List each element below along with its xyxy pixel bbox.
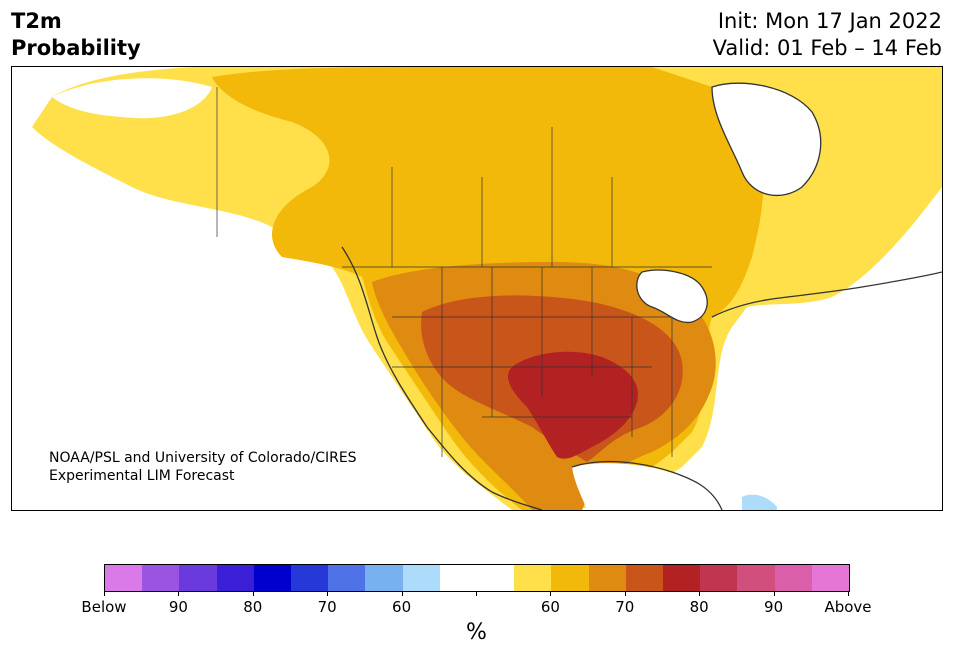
colorbar-tick-label: 90 [764, 598, 784, 616]
colorbar-tick [104, 591, 105, 596]
alaska-region [52, 78, 212, 119]
colorbar-segment [291, 565, 329, 591]
credit-line-1: NOAA/PSL and University of Colorado/CIRE… [49, 450, 357, 466]
colorbar-segment [737, 565, 775, 591]
map-canvas [32, 67, 942, 510]
colorbar-segment [439, 565, 478, 591]
political-borders [216, 87, 712, 457]
colorbar-tick-label: 60 [392, 598, 412, 616]
colorbar-tick [178, 591, 180, 596]
colorbar-tick [848, 591, 849, 596]
great-lakes [636, 270, 708, 323]
colorbar-tick-label: 70 [615, 598, 635, 616]
colorbar-segment [328, 565, 366, 591]
colorbar-ticks: Below 90 80 70 60 60 70 80 90 Above [81, 591, 872, 621]
colorbar-segment [514, 565, 552, 591]
title-quantity: Probability [11, 36, 141, 60]
colorbar-tick [624, 591, 626, 596]
colorbar-tick [476, 591, 477, 596]
colorbar-segment [477, 565, 515, 591]
colorbar-segment [142, 565, 180, 591]
colorbar-segment [365, 565, 403, 591]
colorbar-tick [327, 591, 329, 596]
colorbar-tick [773, 591, 775, 596]
gulf-of-mexico [572, 463, 712, 510]
init-date: Init: Mon 17 Jan 2022 [717, 9, 942, 33]
colorbar-segment [179, 565, 217, 591]
colorbar-segment [774, 565, 812, 591]
colorbar-tick-label: 70 [317, 598, 337, 616]
hudson-bay [712, 83, 821, 196]
colorbar-segment [216, 565, 254, 591]
title-variable: T2m [11, 9, 62, 33]
colorbar-tick-label: Below [81, 598, 127, 616]
colorbar-tick-label: 80 [243, 598, 263, 616]
prob-band-70 [507, 351, 638, 459]
colorbar-segment [700, 565, 738, 591]
colorbar-segment [625, 565, 664, 591]
colorbar [104, 564, 850, 592]
colorbar-tick-label: 80 [689, 598, 709, 616]
colorbar-tick [401, 591, 403, 596]
colorbar-tick [699, 591, 701, 596]
prob-below-patch [742, 494, 777, 510]
colorbar-tick-label: Above [824, 598, 872, 616]
colorbar-segment [402, 565, 440, 591]
credit-text: NOAA/PSL and University of Colorado/CIRE… [49, 449, 357, 485]
colorbar-segment [663, 565, 701, 591]
coastlines [341, 82, 942, 510]
colorbar-tick-label: 60 [540, 598, 560, 616]
credit-line-2: Experimental LIM Forecast [49, 468, 235, 484]
forecast-map: NOAA/PSL and University of Colorado/CIRE… [11, 66, 943, 511]
colorbar-segment [551, 565, 589, 591]
colorbar-segment [105, 565, 143, 591]
valid-period: Valid: 01 Feb – 14 Feb [712, 36, 942, 60]
colorbar-segment [588, 565, 626, 591]
colorbar-tick-label: 90 [168, 598, 188, 616]
colorbar-segment [253, 565, 292, 591]
colorbar-segment [811, 565, 850, 591]
map-title: T2m Probability [11, 8, 141, 62]
forecast-dates: Init: Mon 17 Jan 2022 Valid: 01 Feb – 14… [713, 8, 942, 62]
colorbar-tick [252, 591, 254, 596]
colorbar-unit: % [466, 620, 487, 645]
colorbar-tick [550, 591, 552, 596]
